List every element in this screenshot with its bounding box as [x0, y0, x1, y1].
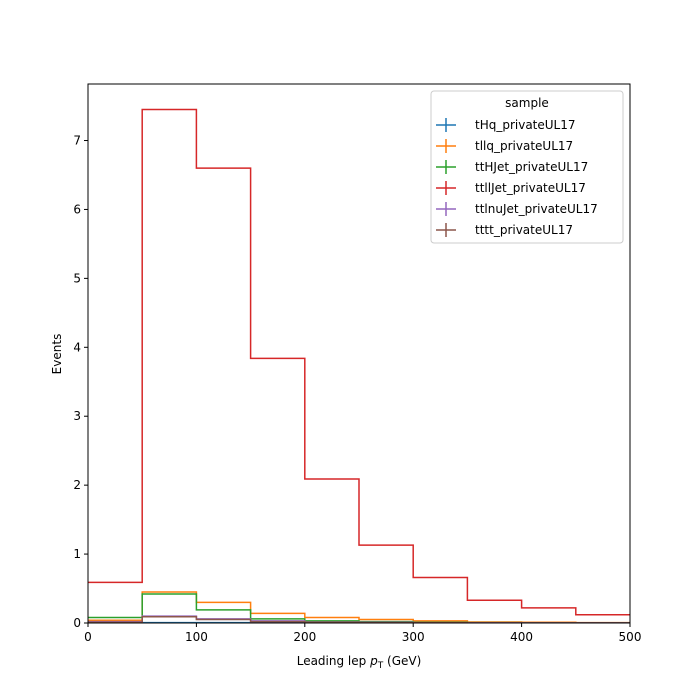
x-tick-label: 200 — [293, 630, 316, 644]
y-tick-label: 5 — [73, 271, 81, 285]
y-tick-label: 3 — [73, 409, 81, 423]
x-axis: 0 100 200 300 400 500 — [84, 623, 641, 644]
y-tick-label: 1 — [73, 547, 81, 561]
y-tick-label: 4 — [73, 340, 81, 354]
plot-frame — [87, 83, 631, 624]
legend-title: sample — [505, 96, 549, 110]
legend-label: tllq_privateUL17 — [475, 139, 573, 153]
legend-label: tttt_privateUL17 — [475, 223, 573, 237]
legend-box — [430, 90, 624, 244]
legend-label: tHq_privateUL17 — [475, 118, 576, 132]
x-tick-label: 300 — [402, 630, 425, 644]
y-tick-label: 0 — [73, 616, 81, 630]
series-line-3 — [88, 108, 630, 616]
x-tick-label: 100 — [185, 630, 208, 644]
x-tick-label: 500 — [619, 630, 642, 644]
x-axis-label-suffix: (GeV) — [383, 654, 421, 668]
x-axis-label-sub: T — [377, 661, 384, 671]
legend-label: ttllJet_privateUL17 — [475, 181, 586, 195]
x-axis-label-prefix: Leading lep — [297, 654, 370, 668]
y-tick-label: 6 — [73, 202, 81, 216]
legend-label: ttHJet_privateUL17 — [475, 160, 588, 174]
x-tick-label: 0 — [84, 630, 92, 644]
y-tick-label: 7 — [73, 134, 81, 148]
x-tick-label: 400 — [510, 630, 533, 644]
legend-label: ttlnuJet_privateUL17 — [475, 202, 598, 216]
x-axis-label-var: p — [369, 654, 378, 668]
y-tick-label: 2 — [73, 478, 81, 492]
legend: sample tHq_privateUL17 tllq_privateUL17tt… — [430, 90, 624, 244]
x-axis-label: Leading lep pT (GeV) — [297, 654, 422, 671]
y-axis-label: Events — [50, 334, 64, 375]
y-axis: 0 1 2 3 4 5 6 7 — [73, 134, 88, 630]
legend-entries: tHq_privateUL17 tllq_privateUL17 ttHJet_pr… — [436, 118, 598, 237]
